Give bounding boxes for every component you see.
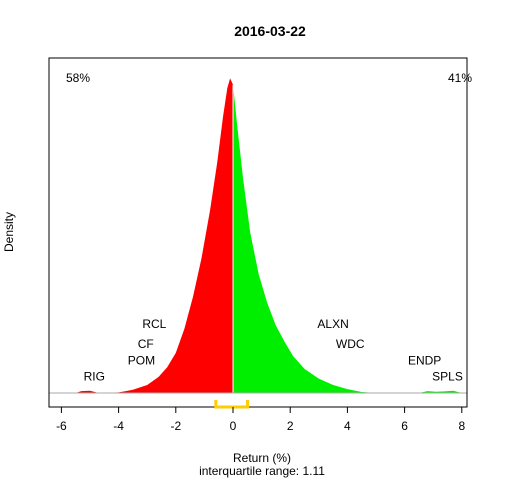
x-tick-label: 6 bbox=[401, 419, 408, 433]
y-axis-label: Density bbox=[2, 212, 16, 252]
x-axis-label: Return (%) bbox=[233, 451, 291, 465]
iqr-bracket bbox=[214, 400, 250, 409]
negative-density-area bbox=[75, 78, 233, 394]
x-tick-label: 2 bbox=[287, 419, 294, 433]
stock-label: RCL bbox=[142, 317, 166, 331]
x-tick-label: 0 bbox=[230, 419, 237, 433]
negative-share-label: 58% bbox=[66, 71, 90, 85]
positive-share-label: 41% bbox=[448, 71, 472, 85]
stock-label: ALXN bbox=[317, 317, 348, 331]
iqr-label: interquartile range: 1.11 bbox=[199, 464, 325, 478]
stock-label: CF bbox=[138, 337, 154, 351]
x-tick-label: 4 bbox=[344, 419, 351, 433]
chart-title: 2016-03-22 bbox=[234, 23, 306, 39]
stock-label: RIG bbox=[84, 369, 105, 383]
positive-density-area bbox=[233, 84, 462, 394]
stock-label: POM bbox=[128, 353, 155, 367]
x-tick-label: -6 bbox=[56, 419, 67, 433]
stock-label: ENDP bbox=[408, 353, 441, 367]
plot-frame bbox=[48, 57, 468, 408]
stock-label: WDC bbox=[336, 337, 365, 351]
x-tick-label: 8 bbox=[458, 419, 465, 433]
stock-label: SPLS bbox=[432, 369, 463, 383]
x-tick-label: -4 bbox=[113, 419, 124, 433]
x-tick-label: -2 bbox=[170, 419, 181, 433]
plot-area: -6 -4 -2 0 2 4 6 8 RIG POM CF RCL ALXN WDC ENDP SPLS bbox=[48, 57, 468, 433]
